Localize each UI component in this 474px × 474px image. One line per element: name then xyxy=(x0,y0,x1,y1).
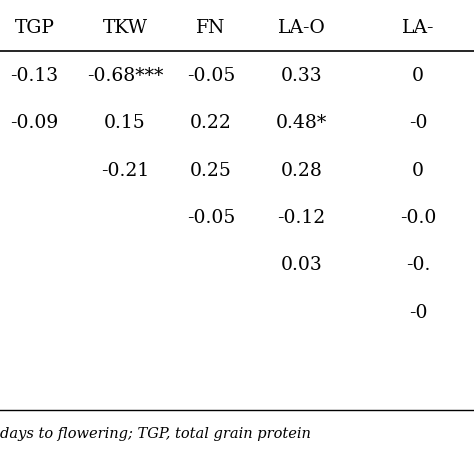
Text: 0.28: 0.28 xyxy=(281,162,323,180)
Text: -0.: -0. xyxy=(406,256,430,274)
Text: LA-: LA- xyxy=(402,19,434,37)
Text: 0: 0 xyxy=(412,162,424,180)
Text: -0.21: -0.21 xyxy=(101,162,149,180)
Text: FN: FN xyxy=(196,19,226,37)
Text: 0.33: 0.33 xyxy=(281,67,322,85)
Text: LA-O: LA-O xyxy=(278,19,326,37)
Text: -0.05: -0.05 xyxy=(187,209,235,227)
Text: TKW: TKW xyxy=(102,19,147,37)
Text: TGP: TGP xyxy=(15,19,55,37)
Text: 0.48*: 0.48* xyxy=(276,114,327,132)
Text: -0.13: -0.13 xyxy=(10,67,58,85)
Text: 0.25: 0.25 xyxy=(190,162,232,180)
Text: 0.15: 0.15 xyxy=(104,114,146,132)
Text: -0: -0 xyxy=(409,304,427,322)
Text: -0.0: -0.0 xyxy=(400,209,436,227)
Text: -0.09: -0.09 xyxy=(10,114,59,132)
Text: -0: -0 xyxy=(409,114,427,132)
Text: -0.12: -0.12 xyxy=(277,209,326,227)
Text: 0.03: 0.03 xyxy=(281,256,322,274)
Text: 0.22: 0.22 xyxy=(190,114,232,132)
Text: 0: 0 xyxy=(412,67,424,85)
Text: -0.68***: -0.68*** xyxy=(87,67,163,85)
Text: days to flowering; TGP, total grain protein: days to flowering; TGP, total grain prot… xyxy=(0,427,311,441)
Text: -0.05: -0.05 xyxy=(187,67,235,85)
